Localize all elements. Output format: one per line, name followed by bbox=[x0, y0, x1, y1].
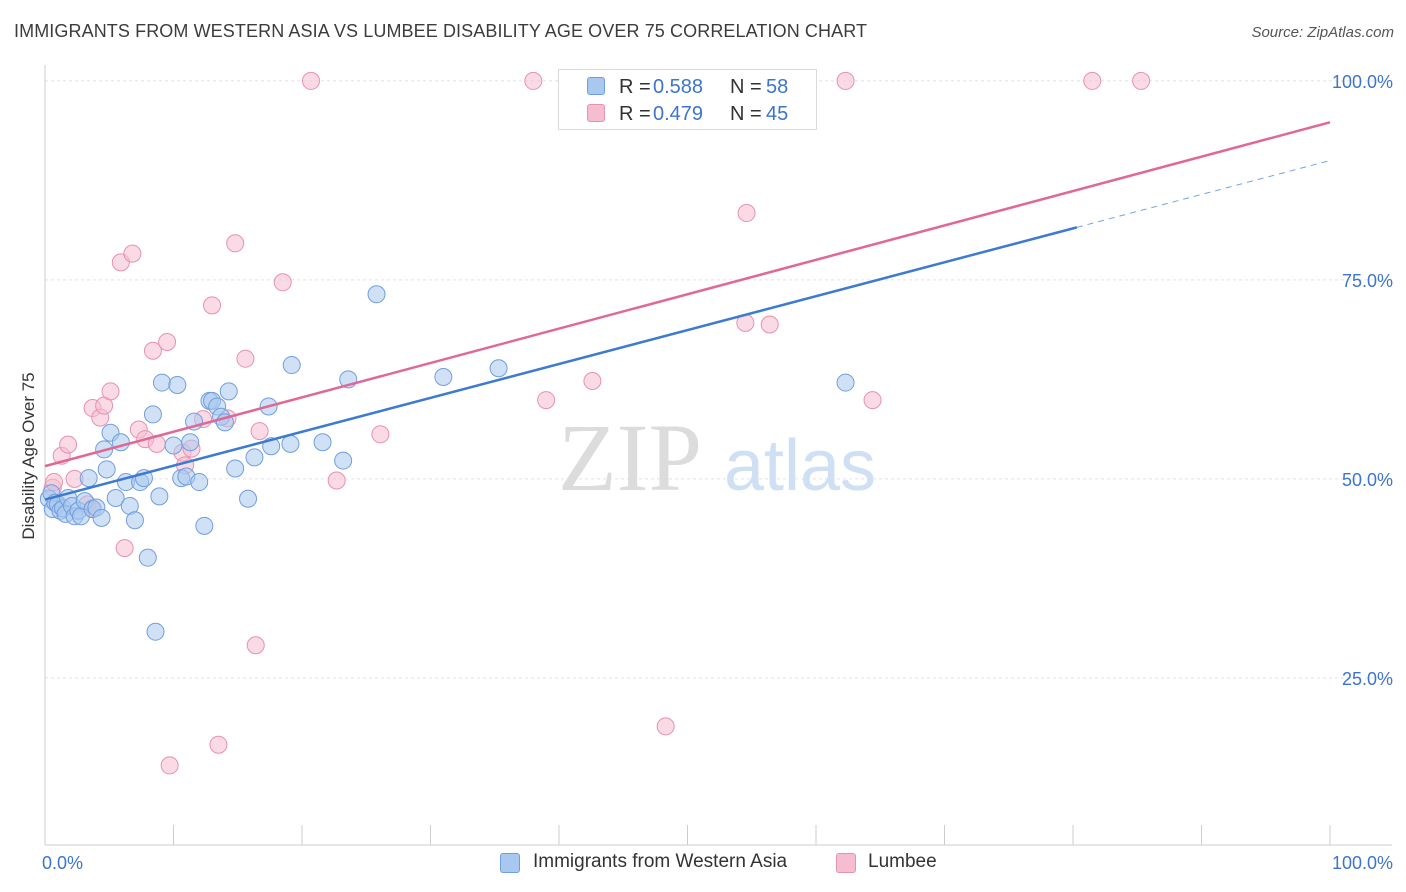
lumbee-point bbox=[246, 636, 265, 655]
lumbee-point bbox=[59, 435, 78, 454]
legend-n-value: 45 bbox=[766, 103, 789, 125]
lumbee-point bbox=[250, 422, 269, 441]
bottom-legend-western-asia: Immigrants from Western Asia bbox=[533, 851, 788, 872]
lumbee-point bbox=[1083, 71, 1102, 90]
y-tick-labels: 25.0% 50.0% 75.0% 100.0% bbox=[1332, 72, 1393, 689]
western-asia-point bbox=[164, 436, 183, 455]
bottom-legend-swatch-pink bbox=[836, 853, 856, 873]
lumbee-trendline bbox=[44, 121, 1331, 468]
lumbee-point bbox=[836, 71, 855, 90]
gridlines bbox=[45, 80, 1392, 679]
western-asia-point bbox=[334, 451, 353, 470]
legend-n-value: 58 bbox=[766, 76, 789, 98]
trendlines bbox=[44, 121, 1331, 501]
western-asia-point bbox=[106, 488, 125, 507]
lumbee-point bbox=[760, 315, 779, 334]
lumbee-point bbox=[737, 204, 756, 223]
lumbee-point bbox=[123, 244, 142, 263]
legend-swatch-pink bbox=[587, 104, 605, 122]
western-asia-point bbox=[143, 405, 162, 424]
western-asia-point bbox=[281, 434, 300, 453]
lumbee-point bbox=[371, 425, 390, 444]
y-tick-label: 75.0% bbox=[1342, 271, 1393, 291]
legend-r-value: 0.479 bbox=[653, 103, 704, 125]
legend-n-label: N = bbox=[730, 76, 762, 98]
lumbee-point bbox=[101, 382, 120, 401]
axes bbox=[44, 65, 1392, 846]
lumbee-point bbox=[524, 71, 543, 90]
lumbee-point bbox=[656, 717, 675, 736]
y-tick-label: 25.0% bbox=[1342, 669, 1393, 689]
lumbee-point bbox=[203, 296, 222, 315]
lumbee-point bbox=[160, 756, 179, 775]
bottom-legend-swatch-blue bbox=[500, 853, 520, 873]
western-asia-point bbox=[152, 373, 171, 392]
western-asia-point bbox=[367, 285, 386, 304]
western-asia-point bbox=[239, 489, 258, 508]
lumbee-point bbox=[143, 341, 162, 360]
western-asia-point bbox=[79, 469, 98, 488]
western-asia-point bbox=[282, 356, 301, 375]
watermark-atlas: atlas bbox=[724, 426, 876, 506]
lumbee-point bbox=[301, 71, 320, 90]
legend-r-value: 0.588 bbox=[653, 76, 704, 98]
lumbee-point bbox=[226, 234, 245, 253]
lumbee-point bbox=[863, 391, 882, 410]
watermark-zip: ZIP bbox=[558, 404, 702, 511]
source-label: Source: ZipAtlas.com bbox=[1251, 24, 1394, 41]
western-asia-point bbox=[489, 359, 508, 378]
western-asia-point bbox=[219, 382, 238, 401]
western-asia-point bbox=[168, 375, 187, 394]
western-asia-point bbox=[138, 548, 157, 567]
western-asia-point bbox=[836, 373, 855, 392]
legend-row-lumbee: R = 0.479 N = 45 bbox=[559, 101, 816, 127]
x-tick-label-max: 100.0% bbox=[1332, 853, 1393, 873]
lumbee-point bbox=[115, 539, 134, 558]
lumbee-point bbox=[583, 371, 602, 390]
series-western-asia-points bbox=[39, 285, 855, 641]
legend-row-western-asia: R = 0.588 N = 58 bbox=[559, 74, 816, 100]
lumbee-point bbox=[537, 391, 556, 410]
lumbee-point bbox=[327, 471, 346, 490]
western-asia-trendline bbox=[44, 226, 1078, 501]
x-tick-label-min: 0.0% bbox=[42, 853, 83, 873]
lumbee-point bbox=[209, 735, 228, 754]
legend-r-label: R = bbox=[619, 76, 651, 98]
western-asia-point bbox=[146, 622, 165, 641]
x-tick-labels: 0.0% 100.0% bbox=[42, 853, 1393, 873]
lumbee-point bbox=[158, 332, 177, 351]
lumbee-point bbox=[236, 349, 255, 368]
legend-swatch-blue bbox=[587, 77, 605, 95]
western-asia-point bbox=[245, 448, 264, 467]
y-tick-label: 50.0% bbox=[1342, 470, 1393, 490]
legend-r-label: R = bbox=[619, 103, 651, 125]
western-asia-point bbox=[226, 459, 245, 478]
western-asia-point bbox=[434, 368, 453, 386]
lumbee-point bbox=[1132, 71, 1151, 90]
bottom-legend-lumbee: Lumbee bbox=[868, 851, 937, 872]
y-tick-label: 100.0% bbox=[1332, 72, 1393, 92]
western-asia-point bbox=[181, 433, 200, 452]
chart-title: IMMIGRANTS FROM WESTERN ASIA VS LUMBEE D… bbox=[14, 21, 868, 41]
stats-legend: R = 0.588 N = 58 R = 0.479 N = 45 bbox=[558, 69, 817, 130]
western-asia-point bbox=[92, 508, 111, 527]
y-axis-label: Disability Age Over 75 bbox=[19, 372, 38, 539]
lumbee-point bbox=[273, 273, 292, 292]
western-asia-point bbox=[97, 460, 116, 479]
western-asia-point bbox=[195, 516, 214, 535]
western-asia-point bbox=[190, 473, 209, 492]
legend-n-label: N = bbox=[730, 103, 762, 125]
western-asia-trendline-extension bbox=[1076, 160, 1331, 228]
western-asia-point bbox=[150, 487, 169, 506]
western-asia-point bbox=[125, 511, 144, 530]
western-asia-point bbox=[313, 433, 332, 452]
